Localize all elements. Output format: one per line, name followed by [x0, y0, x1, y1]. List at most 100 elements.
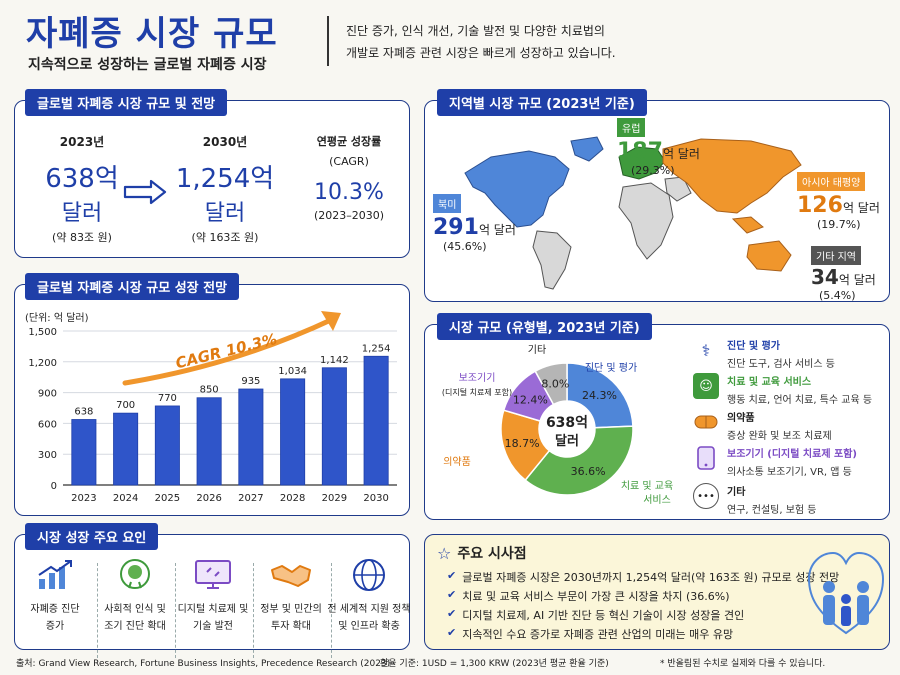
factor-divider [175, 563, 176, 658]
region-europe-share: (29.3%) [631, 164, 675, 177]
bar [113, 412, 139, 486]
krw-2030: (약 163조 원) [191, 231, 259, 244]
bar [363, 355, 389, 486]
factor-4-line-2: 투자 확대 [271, 621, 311, 632]
region-na-value: 291 [433, 215, 479, 240]
insight-text: 치료 및 교육 서비스 부문이 가장 큰 시장을 차지 (36.6%) [462, 590, 730, 603]
legend-treat-title: 치료 및 교육 서비스 [727, 377, 812, 388]
slice-name-label: (디지털 치료제 포함) [442, 387, 512, 397]
y-tick-label: 1,200 [28, 358, 57, 369]
y-tick-label: 300 [38, 450, 57, 461]
insight-item: ✔ 디지털 치료제, AI 기반 진단 등 혁신 기술이 시장 성장을 견인 [447, 607, 744, 623]
insights-card: ☆ 주요 시사점 ✔ 글로벌 자폐증 시장은 2030년까지 1,254억 달러(… [424, 534, 890, 650]
check-icon: ✔ [447, 607, 457, 620]
australia-shape [746, 240, 792, 272]
bar [280, 378, 306, 486]
slice-percent-label: 36.6% [571, 465, 606, 478]
factor-2-line-2: 조기 진단 확대 [104, 621, 166, 632]
arrow-icon [123, 179, 167, 209]
region-other-name: 기타 지역 [811, 246, 861, 265]
year-2030-label: 2030년 [202, 135, 248, 149]
region-europe: 유럽 187억 달러 (29.3%) [617, 117, 700, 177]
handshake-icon [269, 557, 313, 593]
factor-digital: 디지털 치료제 및 기술 발전 [175, 557, 251, 635]
region-other-value: 34 [811, 265, 839, 289]
legend-aid: 보조기기 (디지털 치료제 포함) 의사소통 보조기기, VR, 앱 등 [693, 445, 857, 478]
cagr-label-1: 연평균 성장률 [316, 135, 382, 148]
bar-value-label: 700 [116, 400, 135, 411]
north-america-shape [464, 150, 570, 228]
europe-shape [618, 146, 666, 180]
slice-percent-label: 18.7% [505, 437, 540, 450]
page-title: 자폐증 시장 규모 [26, 14, 278, 54]
factor-3-line-1: 디지털 치료제 및 [177, 604, 249, 615]
bar-value-label: 1,254 [362, 343, 391, 354]
x-tick-label: 2028 [280, 493, 305, 504]
factors-card: 시장 성장 주요 요인 자폐증 진단 증가 사회적 인식 및 조기 진단 확대 … [14, 523, 411, 658]
donut-slice [534, 362, 568, 406]
factor-diagnosis: 자폐증 진단 증가 [17, 557, 93, 635]
factors-tag: 시장 성장 주요 요인 [25, 523, 159, 550]
bar-value-label: 850 [200, 385, 219, 396]
stethoscope-icon: ⚕ [701, 340, 711, 360]
slice-name-label: 치료 및 교육 [621, 480, 673, 492]
type-legend: ⚕ 진단 및 평가 진단 도구, 검사 서비스 등 ☺ 치료 및 교육 서비스 행동… [693, 337, 885, 517]
legend-etc: ••• 기타 연구, 컨설팅, 보험 등 [693, 483, 817, 516]
donut-center-unit: 달러 [555, 433, 579, 449]
intro-line-1: 진단 증가, 인식 개선, 기술 발전 및 다양한 치료법의 [346, 24, 605, 38]
slice-name-label: 기타 [528, 344, 546, 356]
bar-value-label: 638 [74, 406, 93, 417]
summary-tag: 글로벌 자폐증 시장 규모 및 전망 [25, 89, 228, 116]
star-icon: ☆ [437, 543, 452, 563]
region-apac: 아시아 태평양 126억 달러 (19.7%) [797, 171, 880, 231]
slice-name-label: 서비스 [643, 494, 671, 506]
cagr-annotation: CAGR 10.3% [174, 330, 279, 373]
x-tick-label: 2024 [113, 493, 138, 504]
header-divider [327, 16, 329, 66]
summary-2030: 2030년 1,254억 달러 (약 163조 원) [165, 133, 285, 245]
family-heart-icon [807, 551, 885, 635]
insight-item: ✔ 지속적인 수요 증가로 자폐증 관련 산업의 미래는 매우 유망 [447, 626, 733, 642]
footer-source: 출처: Grand View Research, Fortune Busines… [16, 659, 391, 669]
legend-drug-desc: 증상 완화 및 보조 치료제 [727, 431, 832, 442]
insights-title: 주요 시사점 [457, 546, 527, 562]
region-na: 북미 291억 달러 (45.6%) [433, 193, 516, 253]
factor-policy: 전 세계적 지원 정책 및 인프라 확충 [327, 557, 411, 635]
footer-note: * 반올림된 수치로 실제와 다를 수 있습니다. [660, 659, 826, 669]
asia-shape [662, 138, 802, 214]
legend-aid-desc: 의사소통 보조기기, VR, 앱 등 [727, 467, 852, 478]
donut-hole [540, 402, 594, 456]
donut-slice [524, 425, 634, 496]
intro-text: 진단 증가, 인식 개선, 기술 발전 및 다양한 치료법의 개발로 자폐증 관… [346, 20, 666, 64]
legend-etc-title: 기타 [727, 487, 746, 498]
factor-2-line-1: 사회적 인식 및 [104, 604, 166, 615]
region-apac-unit: 억 달러 [842, 201, 880, 215]
donut-center-value: 638억 [546, 415, 588, 431]
bar [196, 397, 222, 486]
brain-icon [113, 557, 157, 593]
factor-1-line-2: 증가 [45, 621, 65, 632]
greenland-shape [570, 136, 604, 162]
growth-bar-chart: 0 300 600 900 1,200 1,500 638 2023 700 2024 770 202… [28, 311, 397, 504]
x-tick-label: 2027 [238, 493, 263, 504]
year-2023-label: 2023년 [59, 135, 105, 149]
factor-divider [97, 563, 98, 658]
insight-text: 지속적인 수요 증가로 자폐증 관련 산업의 미래는 매우 유망 [462, 628, 734, 641]
cagr-value: 10.3% [314, 180, 384, 205]
cagr-arrowhead [321, 311, 341, 331]
x-tick-label: 2026 [196, 493, 221, 504]
cagr-label-2: (CAGR) [329, 155, 369, 168]
teacher-icon: ☺ [693, 373, 719, 399]
tablet-icon [693, 445, 719, 471]
insight-item: ✔ 치료 및 교육 서비스 부문이 가장 큰 시장을 차지 (36.6%) [447, 588, 730, 604]
slice-name-label: 의약품 [443, 456, 471, 468]
check-icon: ✔ [447, 626, 457, 639]
region-other-share: (5.4%) [819, 289, 856, 302]
growth-card: 글로벌 자폐증 시장 규모 성장 전망 (단위: 억 달러) 0 300 600 90… [14, 273, 410, 516]
growth-chart-icon [33, 557, 77, 593]
region-other-unit: 억 달러 [838, 273, 876, 287]
insight-text: 디지털 치료제, AI 기반 진단 등 혁신 기술이 시장 성장을 견인 [462, 609, 745, 622]
slice-percent-label: 12.4% [513, 393, 548, 406]
unit-2023: 달러 [61, 201, 103, 226]
